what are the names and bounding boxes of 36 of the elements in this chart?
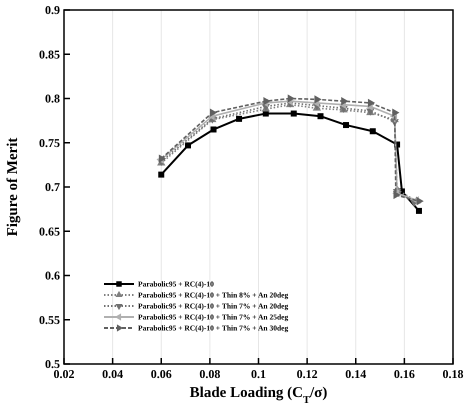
point: [210, 126, 217, 132]
point: [314, 95, 322, 104]
point: [416, 208, 422, 214]
x-tick-label: 0.18: [442, 367, 464, 381]
point: [343, 122, 350, 128]
point: [158, 154, 166, 163]
x-tick-label: 0.12: [296, 367, 318, 381]
point: [341, 96, 348, 106]
y-tick-label: 0.75: [39, 136, 60, 150]
point: [158, 172, 164, 178]
y-tick-label: 0.65: [39, 224, 60, 238]
y-tick-label: 0.6: [45, 268, 60, 283]
point: [288, 94, 295, 103]
x-tick-label: 0.1: [251, 367, 266, 381]
point: [416, 197, 424, 206]
point: [370, 128, 376, 134]
x-tick-label: 0.16: [394, 367, 415, 381]
y-tick-label: 0.9: [45, 3, 60, 18]
point: [368, 98, 376, 108]
x-tick-label: 0.04: [102, 367, 124, 381]
x-axis-title: Blade Loading (C$_{T}$/σ): [190, 385, 328, 403]
point: [392, 108, 400, 117]
y-tick-label: 0.8: [45, 92, 60, 106]
x-tick-label: 0.06: [150, 367, 172, 381]
point: [317, 113, 324, 120]
point: [290, 110, 297, 117]
point: [184, 142, 191, 148]
point: [236, 116, 242, 122]
y-tick-label: 0.55: [39, 312, 60, 327]
y-tick-label: 0.7: [45, 180, 60, 194]
x-tick-label: 0.08: [199, 367, 220, 381]
x-tick-label: 0.14: [345, 367, 366, 381]
point: [263, 96, 271, 106]
y-axis-title: Figure of Merit: [5, 138, 21, 236]
point: [210, 108, 218, 117]
y-tick-label: 0.85: [39, 47, 60, 62]
